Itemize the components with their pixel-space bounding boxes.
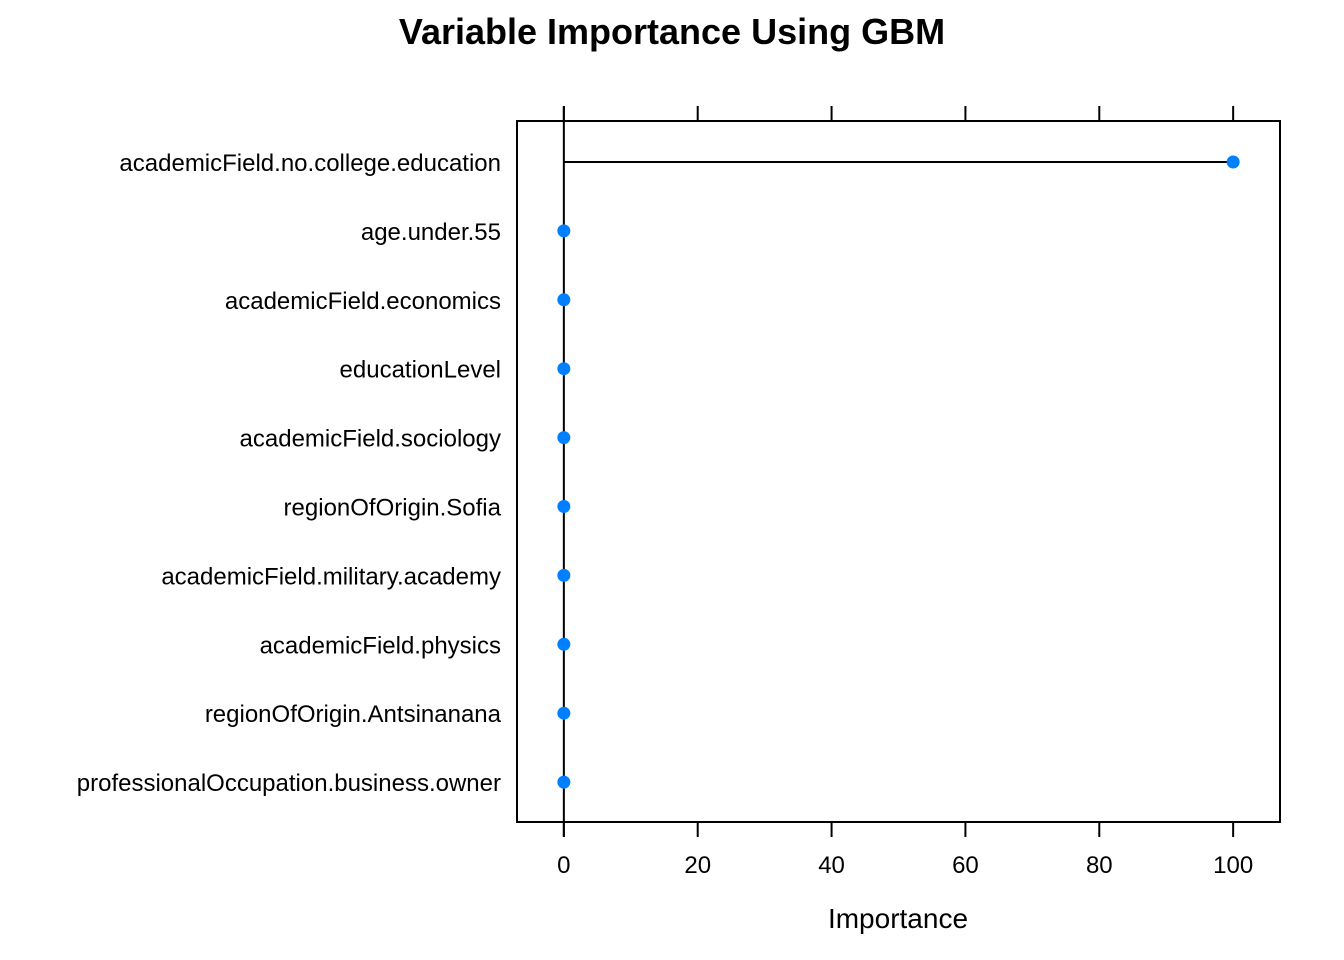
bottom-axis-ticks — [562, 822, 1235, 837]
x-tick-label-1: 20 — [684, 852, 711, 879]
category-label-9: professionalOccupation.business.owner — [77, 770, 501, 797]
category-label-1: age.under.55 — [361, 219, 501, 246]
category-label-4: academicField.sociology — [240, 426, 501, 453]
x-tick-label-5: 100 — [1213, 852, 1253, 879]
category-label-5: regionOfOrigin.Sofia — [284, 495, 502, 522]
category-label-6: academicField.military.academy — [161, 563, 501, 590]
point-1 — [557, 224, 571, 238]
category-label-0: academicField.no.college.education — [119, 150, 501, 177]
point-6 — [557, 568, 571, 582]
x-tick-labels: 0 20 40 60 80 100 — [557, 852, 1253, 879]
category-labels: academicField.no.college.education age.un… — [77, 150, 502, 797]
top-axis-ticks — [562, 106, 1235, 121]
importance-stems — [562, 106, 1234, 837]
chart-title: Variable Importance Using GBM — [399, 11, 945, 52]
x-axis-label: Importance — [828, 903, 968, 934]
x-tick-label-2: 40 — [818, 852, 845, 879]
point-2 — [557, 293, 571, 307]
plot-frame — [516, 120, 1281, 823]
point-8 — [557, 706, 571, 720]
point-0 — [1226, 155, 1240, 169]
importance-points — [557, 155, 1240, 789]
x-tick-label-3: 60 — [952, 852, 979, 879]
point-9 — [557, 775, 571, 789]
category-label-3: educationLevel — [340, 357, 501, 384]
category-label-2: academicField.economics — [225, 288, 501, 315]
x-tick-label-4: 80 — [1086, 852, 1113, 879]
category-label-8: regionOfOrigin.Antsinanana — [205, 701, 502, 728]
point-5 — [557, 500, 571, 513]
point-4 — [557, 431, 571, 445]
point-3 — [557, 362, 571, 376]
point-7 — [557, 637, 571, 651]
x-tick-label-0: 0 — [557, 852, 570, 879]
category-label-7: academicField.physics — [260, 632, 501, 659]
